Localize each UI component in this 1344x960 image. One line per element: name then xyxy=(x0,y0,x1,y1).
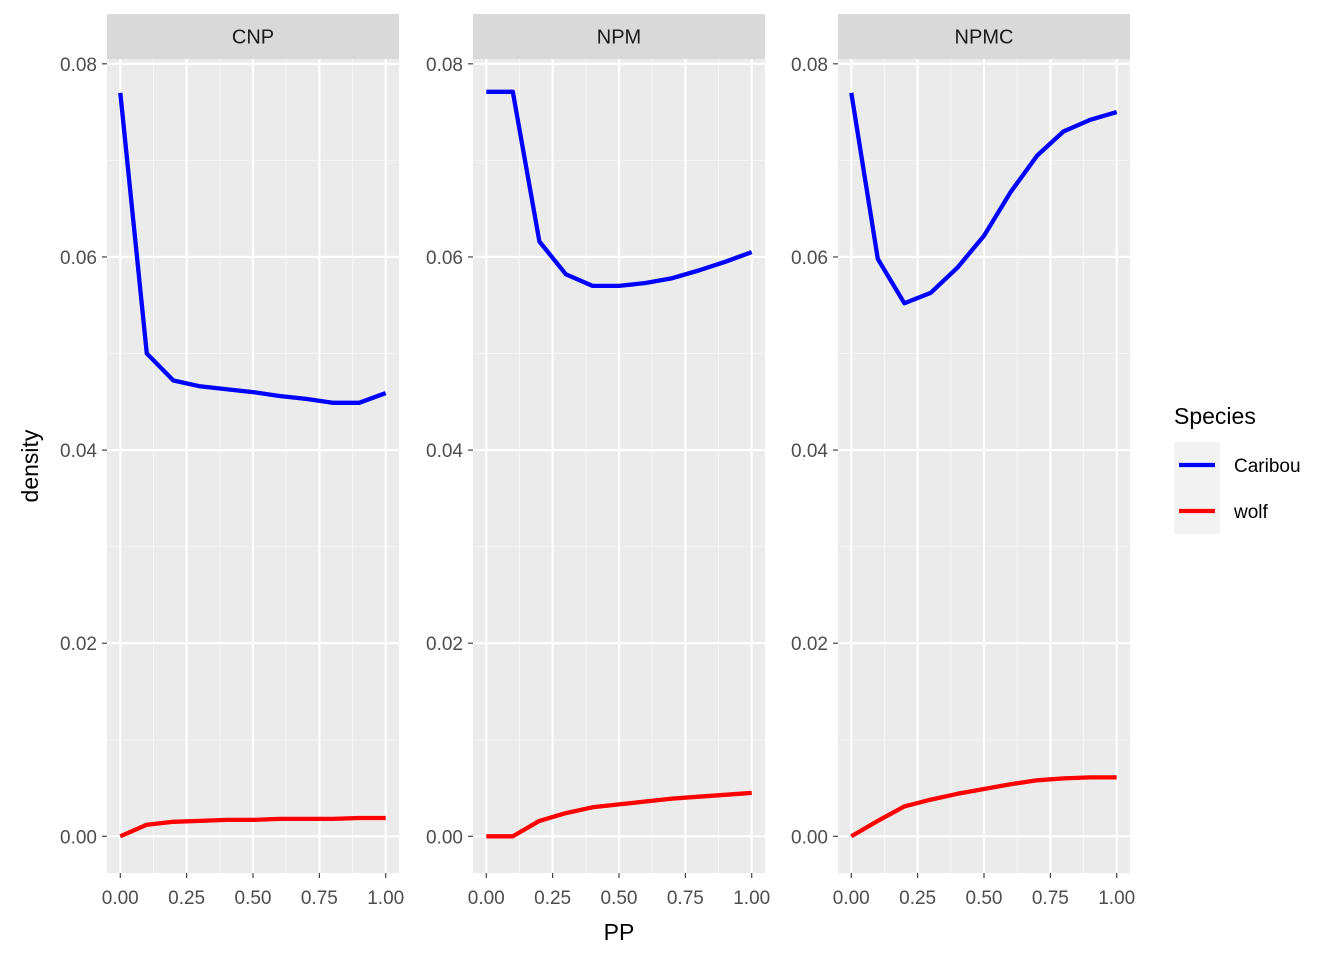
y-tick-label: 0.06 xyxy=(791,248,828,269)
y-tick-label: 0.08 xyxy=(791,55,828,76)
x-tick-label: 0.75 xyxy=(667,888,704,909)
panel-strip-label: NPMC xyxy=(955,27,1014,49)
panel-strip xyxy=(107,14,399,59)
y-tick-label: 0.08 xyxy=(426,55,463,76)
x-tick-label: 1.00 xyxy=(1098,888,1135,909)
x-tick-label: 0.00 xyxy=(102,888,139,909)
y-axis-title: density xyxy=(17,429,43,502)
series-line-caribou xyxy=(118,92,387,405)
series-line-caribou xyxy=(849,92,1118,306)
panel-cnp: CNP 0.00 0.02 0.04 0.06 0.08 0.00 0.25 0.50 0.75 1… xyxy=(60,14,404,909)
y-tick-label: 0.00 xyxy=(791,827,828,848)
legend-label: Caribou xyxy=(1234,456,1301,477)
legend: Species Caribou wolf xyxy=(1174,403,1301,534)
x-tick-label: 1.00 xyxy=(367,888,404,909)
x-tick-label: 0.25 xyxy=(168,888,205,909)
series-line-wolf xyxy=(119,815,386,839)
y-tick-label: 0.04 xyxy=(791,441,828,462)
x-tick-label: 0.50 xyxy=(966,888,1003,909)
legend-title: Species xyxy=(1174,403,1256,429)
y-tick-label: 0.00 xyxy=(60,827,97,848)
y-tick-label: 0.04 xyxy=(426,441,463,462)
y-tick-label: 0.00 xyxy=(426,827,463,848)
panel-strip-label: CNP xyxy=(232,27,274,49)
panels-group: CNP 0.00 0.02 0.04 0.06 0.08 0.00 0.25 0.50 0.75 1… xyxy=(60,14,1135,909)
x-tick-label: 0.50 xyxy=(235,888,272,909)
x-tick-label: 0.25 xyxy=(899,888,936,909)
x-tick-label: 0.75 xyxy=(301,888,338,909)
series-line-wolf xyxy=(850,775,1117,839)
x-tick-label: 0.75 xyxy=(1032,888,1069,909)
panel-strip xyxy=(838,14,1130,59)
x-tick-label: 0.50 xyxy=(601,888,638,909)
y-tick-label: 0.08 xyxy=(60,55,97,76)
y-tick-label: 0.02 xyxy=(60,634,97,655)
y-tick-label: 0.02 xyxy=(426,634,463,655)
series-line-wolf xyxy=(486,790,752,839)
y-tick-label: 0.06 xyxy=(60,248,97,269)
panel-strip xyxy=(473,14,765,59)
series-line-caribou xyxy=(486,89,753,289)
legend-label: wolf xyxy=(1233,502,1269,523)
y-tick-label: 0.04 xyxy=(60,441,97,462)
panel-strip-label: NPM xyxy=(597,27,641,49)
x-tick-label: 0.00 xyxy=(833,888,870,909)
x-axis-title: PP xyxy=(604,919,635,945)
x-tick-label: 1.00 xyxy=(733,888,770,909)
y-tick-label: 0.02 xyxy=(791,634,828,655)
y-tick-label: 0.06 xyxy=(426,248,463,269)
x-tick-label: 0.25 xyxy=(534,888,571,909)
panel-npm: NPM 0.00 0.02 0.04 0.06 0.08 0.00 0.25 0.50 0.75 1… xyxy=(426,14,770,909)
x-tick-label: 0.00 xyxy=(468,888,505,909)
panel-npmc: NPMC 0.00 0.02 0.04 0.06 0.08 0.00 0.25 0.50 0.75… xyxy=(791,14,1135,909)
